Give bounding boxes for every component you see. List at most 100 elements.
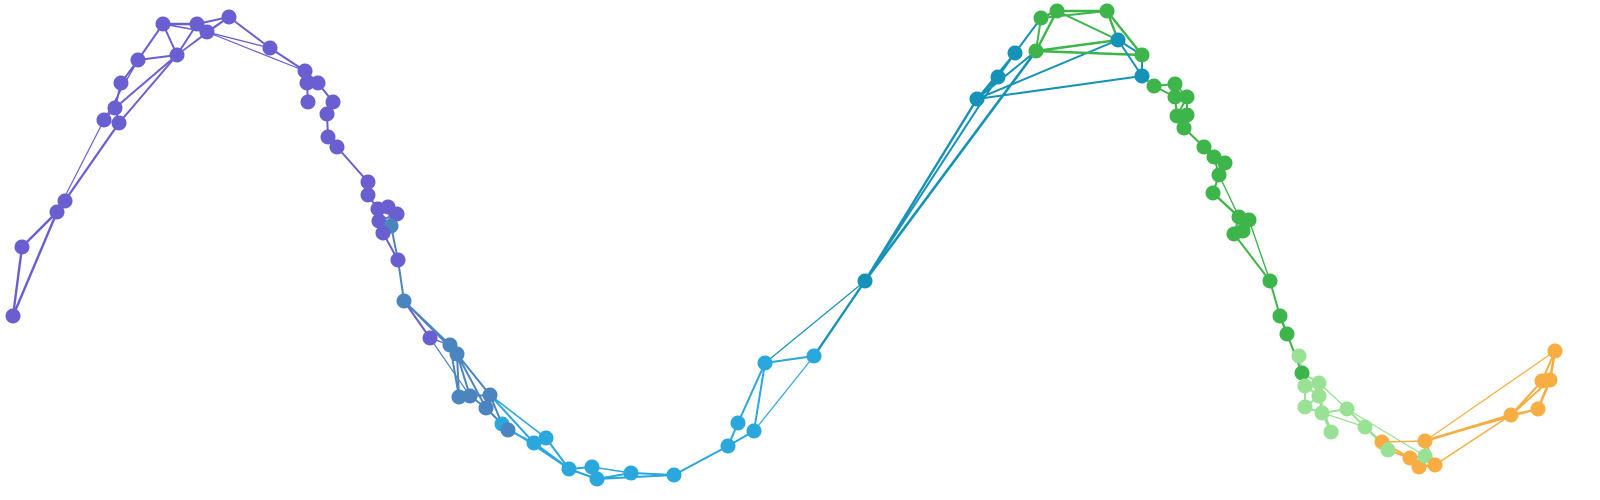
graph-node	[1411, 459, 1427, 475]
graph-node	[1314, 405, 1330, 421]
graph-node	[375, 225, 391, 241]
graph-node	[299, 75, 315, 91]
graph-node	[1542, 372, 1558, 388]
graph-node	[1146, 78, 1162, 94]
graph-node	[1297, 399, 1313, 415]
graph-node	[1206, 149, 1222, 165]
graph-node	[57, 193, 73, 209]
graph-node	[1294, 365, 1310, 381]
graph-edge	[11, 245, 24, 318]
graph-node	[462, 388, 478, 404]
graph-node	[1167, 76, 1183, 92]
graph-edge	[753, 355, 815, 432]
graph-node	[199, 24, 215, 40]
graph-node	[857, 273, 873, 289]
graph-edge	[336, 146, 369, 183]
graph-node	[389, 206, 405, 222]
graph-edge	[456, 353, 491, 396]
graph-node	[1049, 3, 1065, 19]
graph-node	[757, 355, 773, 371]
graph-node	[262, 40, 278, 56]
graph-edge	[863, 49, 1038, 283]
graph-edge	[976, 39, 1119, 100]
graph-node	[1427, 457, 1443, 473]
graph-edge	[1034, 49, 1144, 57]
graph-node	[561, 461, 577, 477]
graph-node	[96, 112, 112, 128]
graph-edge	[1248, 219, 1271, 282]
graph-node	[1176, 120, 1192, 136]
graph-edge	[228, 16, 271, 49]
graph-nodes	[5, 3, 1563, 487]
graph-edge	[1424, 408, 1539, 442]
graph-node	[526, 435, 542, 451]
graph-node	[1217, 155, 1233, 171]
graph-node	[1134, 47, 1150, 63]
graph-edge	[673, 445, 729, 476]
graph-node	[1196, 139, 1212, 155]
graph-node	[482, 387, 498, 403]
graph-node	[1167, 89, 1183, 105]
graph-edge	[489, 394, 535, 444]
graph-edge	[764, 355, 815, 364]
graph-node	[1311, 388, 1327, 404]
graph-node	[1417, 433, 1433, 449]
graph-node	[478, 400, 494, 416]
graph-node	[666, 467, 682, 483]
graph-node	[1339, 401, 1355, 417]
graph-node	[746, 423, 762, 439]
graph-node	[1134, 68, 1150, 84]
graph-node	[1417, 448, 1433, 464]
graph-node	[360, 187, 376, 203]
graph-node	[1297, 378, 1313, 394]
graph-node	[189, 16, 205, 32]
graph-node	[1291, 348, 1307, 364]
graph-edge	[206, 31, 306, 72]
graph-edge	[1346, 408, 1426, 457]
graph-node	[1279, 326, 1295, 342]
graph-edge	[764, 280, 866, 364]
graph-edge	[753, 362, 766, 432]
graph-edge	[489, 394, 547, 439]
graph-edge	[403, 300, 431, 339]
graph-node	[310, 75, 326, 91]
graph-node	[623, 465, 639, 481]
graph-edge	[118, 54, 178, 124]
graph-edge	[1233, 233, 1271, 282]
graph-edge	[1034, 9, 1059, 53]
graph-node	[390, 252, 406, 268]
graph-node	[325, 94, 341, 110]
graph-node	[107, 100, 123, 116]
graph-edge	[1218, 174, 1240, 218]
graph-node	[297, 63, 313, 79]
graph-edge	[812, 279, 867, 358]
graph-node	[1226, 226, 1242, 242]
graph-edge	[11, 210, 59, 318]
graph-node	[806, 348, 822, 364]
graph-edge	[456, 353, 487, 409]
graph-node	[360, 174, 376, 190]
graph-node	[1241, 212, 1257, 228]
graph-node	[1272, 308, 1288, 324]
graph-node	[221, 9, 237, 25]
graph-edge	[1034, 38, 1120, 53]
graph-node	[319, 106, 335, 122]
graph-node	[1007, 45, 1023, 61]
graph-node	[1211, 167, 1227, 183]
graph-edge	[206, 31, 271, 49]
graph-edge	[20, 210, 59, 249]
graph-node	[1380, 442, 1396, 458]
graph-node	[111, 115, 127, 131]
graph-edge	[64, 122, 120, 202]
graph-node	[1110, 32, 1126, 48]
graph-edge	[1424, 350, 1556, 442]
graph-edge	[976, 75, 1143, 100]
graph-node	[1033, 10, 1049, 26]
graph-node	[1357, 419, 1373, 435]
graph-node	[14, 239, 30, 255]
graph-node	[584, 459, 600, 475]
graph-node	[589, 471, 605, 487]
graph-edge	[1434, 414, 1512, 466]
graph-node	[1547, 343, 1563, 359]
